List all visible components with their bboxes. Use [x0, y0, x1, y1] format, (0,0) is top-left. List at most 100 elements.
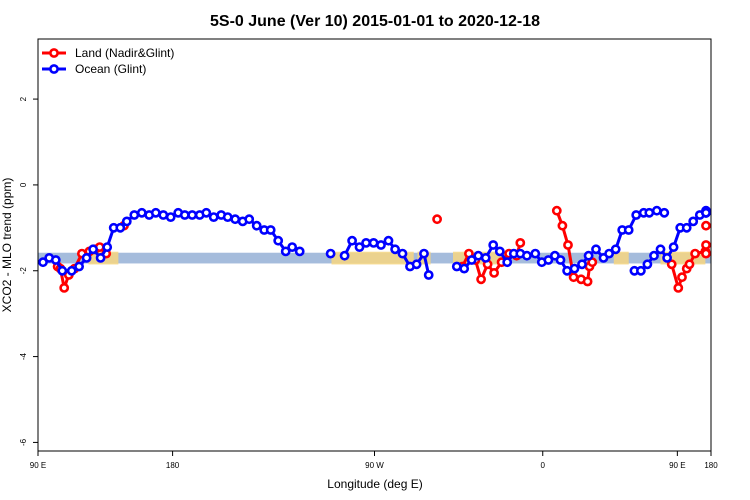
series-layer [38, 205, 711, 293]
ocean-point-3-10 [522, 250, 532, 261]
legend-marker-ocean [49, 64, 59, 74]
ocean-point-0-5 [74, 261, 84, 272]
ocean-point-0-3 [57, 265, 68, 276]
ocean-point-2-3 [361, 237, 371, 248]
ocean-point-0-33 [273, 235, 284, 246]
land-point-0-2 [59, 282, 70, 293]
ocean-point-4-14 [701, 207, 711, 218]
ocean-series [38, 205, 711, 280]
legend-marker-land [49, 48, 59, 58]
ocean-point-3-11 [530, 248, 541, 259]
orange-band-4 [613, 251, 629, 265]
y-tick-label-0: -6 [19, 438, 28, 446]
ocean-point-3-19 [583, 250, 594, 261]
ocean-point-0-26 [222, 212, 233, 222]
ocean-point-0-27 [230, 214, 241, 225]
ocean-point-3-30 [659, 207, 670, 218]
ocean-point-3-20 [591, 244, 601, 255]
land-point-5-2 [677, 272, 687, 283]
ocean-point-0-16 [150, 207, 161, 218]
x-tick-label-0: 90 E [30, 461, 46, 470]
ocean-point-0-30 [251, 220, 262, 231]
ocean-point-0-0 [38, 257, 48, 268]
ocean-point-1-0 [325, 248, 336, 259]
y-tick-label-4: 2 [19, 96, 28, 101]
ocean-point-4-9 [688, 216, 699, 227]
ocean-point-3-15 [555, 255, 566, 265]
land-point-4-3 [568, 272, 579, 283]
ocean-point-2-10 [411, 259, 422, 270]
ocean-point-0-36 [294, 246, 305, 257]
land-point-2-0 [432, 214, 442, 225]
ocean-point-3-22 [604, 248, 614, 259]
ocean-point-3-25 [623, 225, 634, 235]
ocean-point-4-3 [649, 250, 659, 261]
land-point-3-3 [476, 274, 486, 285]
land-point-5-8 [701, 248, 711, 259]
x-tick-label-4: 90 E [669, 461, 685, 470]
land-point-5-0 [666, 259, 677, 270]
ocean-point-0-2 [50, 255, 61, 265]
ocean-point-3-1 [459, 263, 470, 274]
x-tick-label-2: 90 W [365, 461, 384, 470]
ocean-point-4-5 [662, 252, 672, 263]
ocean-point-3-2 [466, 255, 477, 265]
land-point-4-1 [557, 220, 568, 231]
ocean-point-4-2 [642, 259, 653, 270]
ocean-point-0-12 [121, 216, 132, 227]
legend-label-ocean: Ocean (Glint) [75, 62, 146, 76]
y-tick-label-3: 0 [19, 182, 28, 187]
ocean-point-0-29 [244, 214, 255, 225]
chart-title: 5S-0 June (Ver 10) 2015-01-01 to 2020-12… [210, 13, 540, 30]
ocean-point-0-21 [187, 210, 198, 220]
ocean-point-0-4 [66, 265, 77, 276]
ocean-point-2-5 [376, 240, 386, 250]
ocean-point-3-18 [577, 259, 587, 270]
axes: 90 E 180 90 W 0 90 E 180 -6 -4 -2 0 2 [19, 96, 718, 470]
ocean-point-2-12 [423, 270, 434, 280]
land-point-4-5 [582, 276, 593, 287]
x-tick-label-1: 180 [166, 461, 180, 470]
ocean-point-0-24 [208, 212, 219, 222]
y-tick-label-1: -4 [19, 352, 28, 360]
land-point-5-5 [690, 248, 700, 259]
ocean-point-3-4 [480, 252, 491, 263]
x-axis-label: Longitude (deg E) [327, 477, 422, 491]
ocean-point-0-18 [165, 212, 176, 222]
ocean-point-3-17 [569, 263, 580, 274]
ocean-point-3-5 [488, 240, 499, 250]
ocean-point-2-6 [383, 235, 394, 246]
ocean-point-4-8 [681, 222, 692, 233]
x-tick-label-5: 180 [704, 461, 718, 470]
legend-label-land: Land (Nadir&Glint) [75, 46, 174, 60]
ocean-point-2-8 [397, 248, 408, 259]
ocean-point-0-23 [201, 207, 212, 218]
land-point-5-7 [701, 240, 711, 250]
ocean-point-0-35 [287, 242, 298, 252]
land-point-4-0 [551, 205, 562, 216]
ocean-point-0-13 [129, 210, 140, 220]
ocean-point-0-32 [265, 225, 276, 235]
ocean-point-3-29 [651, 205, 662, 216]
land-point-6-0 [701, 220, 711, 231]
ocean-point-0-11 [115, 222, 126, 233]
legend: Land (Nadir&Glint) Ocean (Glint) [42, 46, 174, 76]
y-axis-label: XCO2 - MLO trend (ppm) [0, 178, 14, 313]
ocean-point-3-28 [644, 207, 655, 218]
ocean-point-0-7 [88, 244, 98, 255]
ocean-point-3-13 [543, 255, 554, 265]
ocean-point-2-11 [419, 248, 429, 259]
land-point-5-4 [684, 259, 695, 270]
ocean-point-0-8 [95, 252, 106, 263]
y-tick-label-2: -2 [19, 267, 28, 275]
ocean-point-3-7 [502, 257, 513, 268]
x-tick-label-3: 0 [541, 461, 546, 470]
ocean-point-0-9 [102, 242, 113, 252]
ocean-point-2-7 [390, 244, 400, 255]
ocean-point-3-26 [631, 210, 642, 220]
ocean-point-2-0 [339, 250, 350, 261]
ocean-point-3-23 [610, 244, 621, 255]
orange-band-1 [331, 251, 414, 265]
ocean-point-0-6 [81, 252, 92, 263]
